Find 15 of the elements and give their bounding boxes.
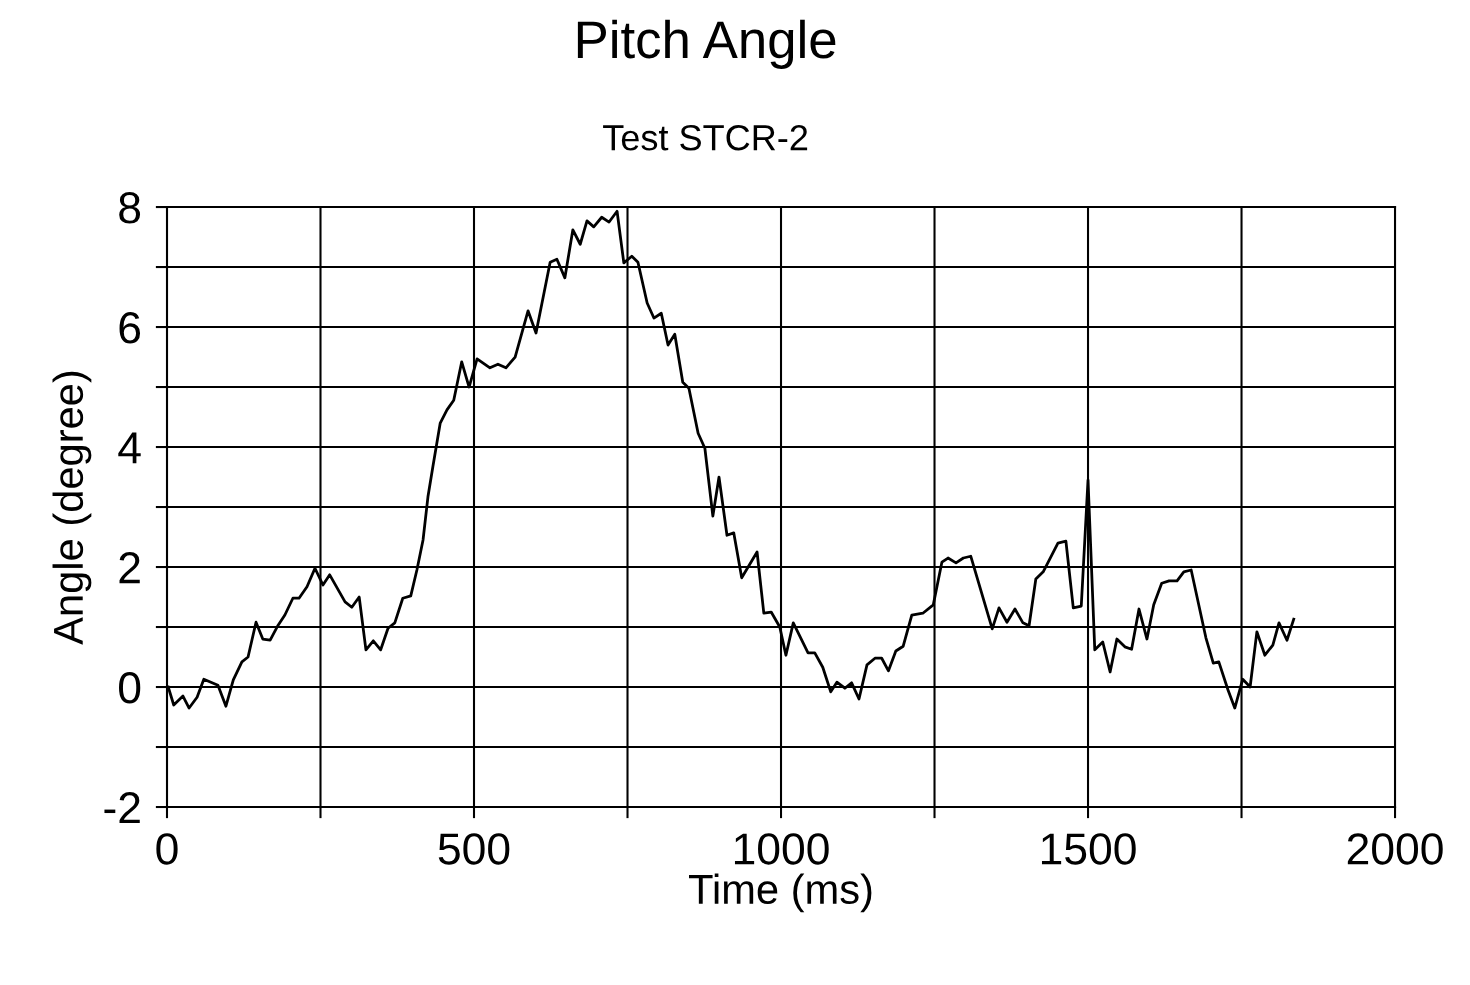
y-axis-title: Angle (degree) bbox=[52, 371, 92, 645]
x-tick-label: 2000 bbox=[1347, 833, 1443, 865]
y-tick-label: -2 bbox=[104, 792, 140, 824]
y-tick-label: 0 bbox=[119, 672, 141, 704]
y-tick-label: 6 bbox=[119, 312, 141, 344]
x-tick-label: 500 bbox=[438, 833, 510, 865]
x-tick-label: 1500 bbox=[1041, 833, 1136, 865]
x-tick-label: 0 bbox=[156, 833, 178, 865]
y-tick-label: 2 bbox=[119, 552, 140, 584]
chart-subtitle: Test STCR-2 bbox=[603, 124, 808, 151]
chart-title: Pitch Angle bbox=[577, 19, 836, 69]
y-tick-label: 4 bbox=[118, 432, 141, 464]
x-axis-title: Time (ms) bbox=[689, 873, 872, 913]
x-tick-label: 1000 bbox=[734, 833, 829, 865]
y-tick-label: 8 bbox=[119, 192, 141, 224]
